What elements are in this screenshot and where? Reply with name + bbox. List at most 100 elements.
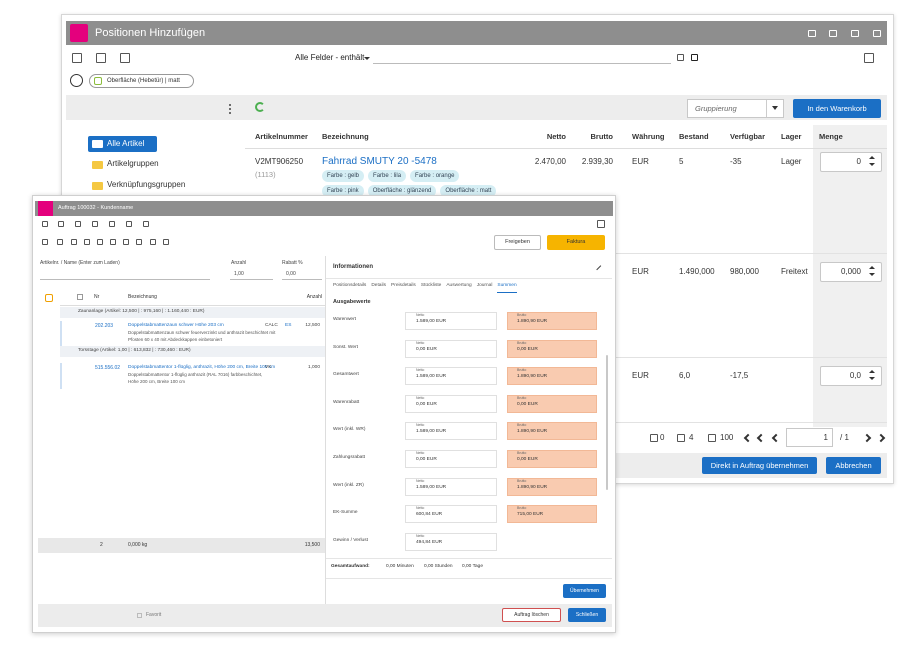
- brutto-box: [507, 312, 597, 330]
- invoice-button[interactable]: Faktura: [547, 235, 605, 250]
- brutto-box: [507, 477, 597, 496]
- title-bar: [66, 21, 887, 45]
- select-caret: [772, 106, 778, 110]
- item-name[interactable]: Doppelstabmattenzaun schwer Höhe 203 cm: [128, 323, 224, 328]
- spin-up[interactable]: [869, 370, 875, 373]
- grid-column: Anzahl: [306, 294, 322, 300]
- icon: [84, 239, 90, 245]
- available: -17,5: [730, 371, 749, 380]
- cancel-button[interactable]: Abbrechen: [826, 457, 881, 474]
- favorite-checkbox[interactable]: [137, 613, 142, 618]
- window-control[interactable]: [808, 30, 816, 37]
- netto-box: [405, 367, 497, 386]
- tab[interactable]: Auswertung: [446, 283, 472, 288]
- icon: [126, 221, 132, 227]
- tab[interactable]: Preisdetails: [391, 283, 416, 288]
- spin-up[interactable]: [869, 266, 875, 269]
- search-field[interactable]: Alle Felder - enthält: [295, 53, 365, 62]
- page-input[interactable]: [786, 428, 833, 447]
- search-input[interactable]: [40, 279, 210, 280]
- tree-selected[interactable]: [88, 136, 157, 152]
- icon: [677, 54, 684, 61]
- netto-box: [405, 394, 497, 413]
- basket-button[interactable]: In den Warenkorb: [793, 99, 881, 118]
- netto-caption: Netto: [416, 423, 425, 428]
- spin-down[interactable]: [869, 163, 875, 166]
- netto-value: 600,84 EUR: [416, 512, 443, 518]
- menu-dot: [229, 112, 231, 114]
- article-number: V2MT906250: [255, 157, 304, 166]
- icon: [57, 239, 63, 245]
- spin-down[interactable]: [869, 273, 875, 276]
- tree-item[interactable]: Alle Artikel: [107, 139, 145, 148]
- filter-chip[interactable]: [89, 74, 194, 88]
- window-control[interactable]: [829, 30, 837, 37]
- tab[interactable]: Stückliste: [420, 283, 442, 288]
- transfer-button[interactable]: Direkt in Auftrag übernehmen: [702, 457, 817, 474]
- netto-box: [405, 505, 497, 524]
- delete-button[interactable]: Auftrag löschen: [502, 608, 561, 622]
- netto-caption: Netto: [416, 313, 425, 317]
- item-name[interactable]: Doppelstabmattentor 1-flüglig, anthrazit…: [128, 365, 276, 370]
- panel-line: [326, 558, 612, 559]
- group-title[interactable]: Torsstage (Artikel: 1,00 | : 613,832 | :…: [78, 348, 191, 353]
- release-button[interactable]: Freigeben: [494, 235, 541, 250]
- search-input[interactable]: [373, 63, 671, 64]
- pager-size[interactable]: 100: [720, 433, 734, 442]
- footer-weight: 0,000 kg: [128, 542, 148, 548]
- tab[interactable]: Positionsdetails: [333, 283, 367, 288]
- item-qty: 1,000: [307, 365, 320, 370]
- refresh-icon[interactable]: [255, 102, 265, 112]
- spin-down[interactable]: [869, 377, 875, 380]
- brutto-box: [507, 367, 597, 386]
- discount-underline: [282, 279, 322, 280]
- apply-button[interactable]: Übernehmen: [563, 584, 606, 598]
- close-button[interactable]: Schließen: [568, 608, 606, 622]
- brutto-caption: Brutto: [517, 313, 527, 317]
- netto-caption: Netto: [416, 451, 425, 455]
- spin-up[interactable]: [869, 156, 875, 159]
- icon: [864, 53, 874, 63]
- brutto-value: 1.890,90 EUR: [517, 484, 548, 490]
- column-header: Menge: [819, 132, 843, 141]
- group-title[interactable]: Zaunanlage (Artikel: 12,500 | : 975,160 …: [78, 309, 205, 314]
- storage: Lager: [781, 157, 802, 166]
- tree-item[interactable]: Artikelgruppen: [107, 159, 159, 168]
- add-filter[interactable]: [70, 74, 83, 87]
- brutto-caption: Brutto: [517, 423, 527, 428]
- currency: EUR: [632, 371, 649, 380]
- discount-value[interactable]: 0,00: [286, 271, 296, 277]
- tab[interactable]: Details: [371, 283, 387, 288]
- tab[interactable]: Summen: [497, 283, 517, 293]
- brutto-value: 1.890,90 EUR: [517, 319, 548, 324]
- tree-item[interactable]: Verknüpfungsgruppen: [107, 180, 186, 189]
- tab[interactable]: Journal: [476, 283, 493, 288]
- qty-value[interactable]: 1,00: [234, 271, 244, 277]
- netto-caption: Netto: [416, 533, 425, 538]
- item-code: VK: [265, 365, 272, 370]
- filter-chip-label: Oberfläche (Hebetür) | matt: [107, 78, 180, 84]
- netto: 2.470,00: [534, 157, 566, 166]
- item-unit: ES: [285, 323, 292, 328]
- netto-box: [405, 532, 497, 551]
- page: 1: [823, 433, 828, 442]
- footer-qty: 13,500: [304, 542, 320, 548]
- icon: [677, 434, 685, 442]
- brutto: 2.939,30: [581, 157, 613, 166]
- apply-button-label: Übernehmen: [570, 587, 599, 594]
- header-checkbox[interactable]: [77, 294, 83, 300]
- qty-input[interactable]: [820, 262, 882, 282]
- item-text: Doppelstabmattenzaun schwer feuerverzink…: [128, 330, 276, 335]
- netto-value: 1.589,00 EUR: [416, 319, 447, 324]
- grouping-select[interactable]: [687, 99, 784, 118]
- article-name[interactable]: Fahrrad SMUTY 20 -5478: [322, 156, 437, 167]
- window-control[interactable]: [851, 30, 859, 37]
- qty-input[interactable]: [820, 152, 882, 172]
- window-control[interactable]: [873, 30, 881, 37]
- qty-label: Anzahl: [231, 260, 247, 266]
- qty-input[interactable]: [820, 366, 882, 386]
- grid-footer: [38, 538, 325, 553]
- brutto-value: 0,00 EUR: [517, 401, 538, 407]
- settings-icon[interactable]: [45, 294, 53, 302]
